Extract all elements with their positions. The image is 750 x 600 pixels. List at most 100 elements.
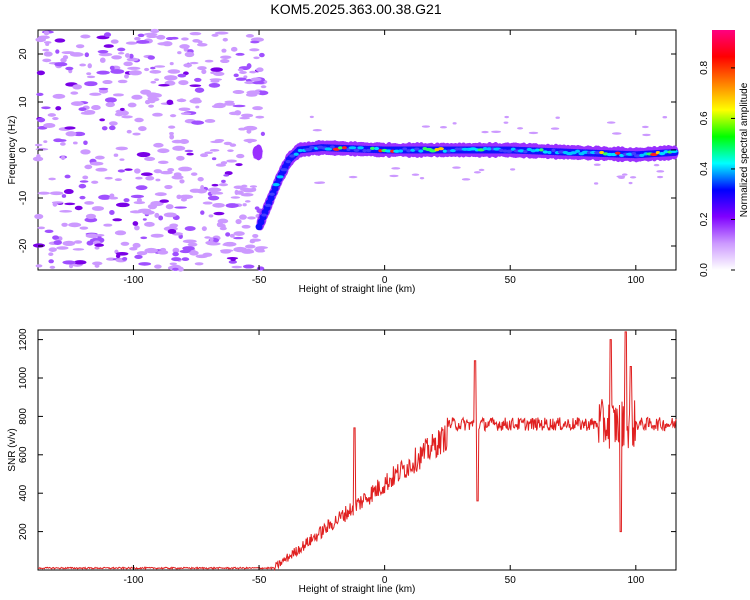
- noise-blob: [72, 141, 78, 145]
- noise-blob: [411, 173, 420, 176]
- noise-blob: [64, 174, 71, 179]
- track-spot: [670, 149, 678, 153]
- noise-blob: [510, 168, 516, 171]
- noise-blob: [231, 265, 243, 269]
- noise-blob: [226, 257, 239, 260]
- noise-blob: [135, 185, 148, 191]
- track-spot: [663, 150, 669, 154]
- noise-blob: [220, 161, 228, 165]
- noise-blob: [252, 233, 259, 238]
- noise-blob: [159, 199, 170, 203]
- noise-blob: [249, 185, 258, 188]
- noise-blob: [235, 52, 245, 56]
- noise-blob: [235, 163, 243, 167]
- noise-blob: [256, 67, 264, 73]
- noise-blob: [97, 49, 109, 54]
- track-spot: [337, 146, 343, 150]
- noise-blob: [197, 176, 204, 182]
- track-spot: [348, 146, 357, 150]
- noise-blob: [54, 38, 66, 43]
- noise-blob: [210, 67, 223, 72]
- noise-blob: [243, 75, 248, 79]
- track-spot: [297, 148, 303, 153]
- noise-blob: [132, 242, 141, 248]
- noise-blob: [144, 221, 155, 227]
- track-spot: [341, 146, 347, 150]
- snr-y-tick-label: 400: [18, 484, 29, 501]
- noise-blob: [177, 266, 184, 272]
- noise-blob: [62, 240, 76, 246]
- noise-blob: [223, 141, 233, 146]
- noise-blob: [116, 202, 130, 208]
- noise-blob: [210, 71, 215, 75]
- noise-blob: [452, 122, 457, 125]
- noise-blob: [122, 256, 128, 261]
- track-spot: [414, 147, 420, 151]
- noise-blob: [158, 215, 164, 221]
- noise-blob: [132, 132, 141, 136]
- noise-blob: [79, 180, 89, 183]
- noise-blob: [184, 149, 194, 153]
- noise-blob: [209, 148, 220, 152]
- noise-blob: [42, 58, 52, 63]
- noise-blob: [84, 201, 95, 205]
- noise-blob: [314, 181, 323, 184]
- snr-x-tick-label: -50: [252, 575, 267, 586]
- noise-blob: [118, 110, 129, 116]
- noise-blob: [134, 168, 141, 174]
- noise-blob: [91, 105, 101, 111]
- noise-blob: [208, 214, 214, 218]
- snr-y-ticks: 200 400 600 800 1000 1200: [18, 328, 676, 540]
- noise-blob: [504, 115, 510, 119]
- noise-blob: [235, 218, 242, 225]
- noise-blob: [51, 201, 64, 204]
- noise-blob: [140, 236, 148, 240]
- spectrogram-x-tick-label: -100: [123, 275, 143, 286]
- colorbar-tick-label: 0.8: [699, 61, 710, 75]
- noise-blob: [169, 36, 179, 40]
- snr-y-tick-label: 1000: [18, 366, 29, 389]
- noise-blob: [662, 116, 668, 119]
- noise-blob: [232, 104, 246, 108]
- noise-blob: [145, 175, 155, 181]
- noise-blob: [112, 93, 124, 97]
- noise-blob: [178, 80, 189, 86]
- noise-blob: [80, 111, 95, 115]
- spectrogram-x-tick-label: 100: [627, 275, 644, 286]
- spectrogram-x-tick-label: -50: [252, 275, 267, 286]
- noise-blob: [230, 258, 236, 262]
- noise-blob: [133, 201, 146, 205]
- noise-blob: [260, 131, 266, 137]
- noise-blob: [138, 262, 152, 266]
- track-spot: [357, 146, 364, 150]
- noise-blob: [114, 178, 123, 182]
- track-spot: [614, 151, 621, 155]
- noise-blob: [55, 106, 62, 111]
- noise-blob: [192, 97, 201, 102]
- colorbar-label: Normalized spectral amplitude: [739, 82, 750, 217]
- noise-blob: [242, 203, 247, 207]
- noise-blob: [473, 171, 482, 174]
- noise-blob: [246, 129, 252, 134]
- noise-blob: [213, 211, 225, 216]
- noise-blob: [204, 151, 213, 155]
- noise-blob: [144, 99, 151, 105]
- noise-blob: [250, 40, 260, 44]
- track-spot: [506, 149, 513, 153]
- noise-blob: [55, 49, 60, 54]
- noise-blob: [150, 80, 157, 84]
- noise-blob: [73, 240, 83, 244]
- spectrogram-x-ticks: -100 -50 0 50 100: [123, 30, 645, 286]
- noise-blob: [117, 47, 126, 52]
- noise-blob: [213, 71, 225, 76]
- noise-blob: [176, 155, 185, 161]
- noise-blob: [211, 183, 219, 187]
- noise-blob: [85, 233, 99, 238]
- noise-blob: [137, 33, 145, 38]
- noise-blob: [178, 107, 191, 111]
- noise-blob: [82, 175, 89, 180]
- noise-blob: [84, 52, 90, 58]
- noise-blob: [164, 75, 178, 81]
- noise-blob: [74, 205, 83, 211]
- noise-blob: [218, 183, 229, 187]
